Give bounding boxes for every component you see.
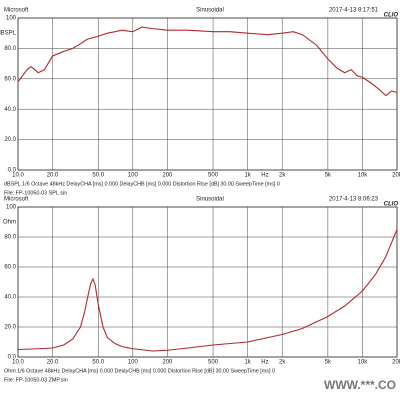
y-tick-label: 40.0 [4, 107, 16, 113]
header-center: Sinusoidal [196, 8, 224, 14]
header-center: Sinusoidal [196, 197, 224, 203]
x-tick-label: 1k [244, 360, 251, 366]
header-right: 2017-4-13 8:06:23 [329, 197, 379, 203]
x-tick-label: 10k [358, 360, 369, 366]
y-tick-label: 100 [6, 16, 17, 22]
brand: CLIO [384, 202, 399, 208]
file-name: File: FP-10050-03 SPL.sin [4, 190, 67, 196]
y-unit: dBSPL [0, 31, 17, 37]
y-tick-label: 20.0 [4, 325, 16, 331]
y-tick-label: 60.0 [4, 76, 16, 82]
x-tick-label: 5k [325, 173, 332, 179]
x-tick-label: 100 [128, 173, 139, 179]
x-tick-label: 1k [244, 173, 251, 179]
footer: Ohm 1/6 Octave 48kHz DelayCHA [ms] 0.000… [4, 368, 275, 374]
brand: CLIO [384, 13, 399, 19]
x-tick-label: 20k [392, 360, 400, 366]
x-tick-label: 500 [208, 360, 219, 366]
y-tick-label: 0.0 [8, 355, 17, 361]
x-tick-label: 2k [279, 173, 286, 179]
y-unit: Ohm [3, 220, 16, 226]
x-tick-label: 2k [279, 360, 286, 366]
y-tick-label: 60.0 [4, 265, 16, 271]
x-unit: Hz [261, 173, 268, 179]
watermark: WWW.***.CO [324, 378, 396, 392]
x-tick-label: 10.0 [12, 173, 24, 179]
header-left: Microsoft [4, 197, 29, 203]
y-tick-label: 20.0 [4, 137, 16, 143]
header-right: 2017-4-13 8:17:51 [329, 8, 379, 14]
curve [17, 229, 398, 352]
y-tick-label: 80.0 [4, 46, 16, 52]
x-tick-label: 100 [128, 360, 139, 366]
x-tick-label: 20.0 [47, 360, 59, 366]
y-tick-label: 40.0 [4, 295, 16, 301]
x-tick-label: 5k [325, 360, 332, 366]
x-tick-label: 20.0 [47, 173, 59, 179]
x-tick-label: 200 [162, 360, 173, 366]
x-tick-label: 200 [162, 173, 173, 179]
x-tick-label: 50.0 [92, 360, 104, 366]
file-name: File: FP-10050-03 ZMP.sin [4, 377, 68, 383]
x-unit: Hz [261, 360, 268, 366]
y-tick-label: 0.0 [8, 168, 17, 174]
header-left: Microsoft [4, 8, 29, 14]
y-tick-label: 80.0 [4, 235, 16, 241]
y-tick-label: 100 [6, 205, 17, 211]
x-tick-label: 50.0 [92, 173, 104, 179]
x-tick-label: 500 [208, 173, 219, 179]
x-tick-label: 10k [358, 173, 369, 179]
footer: dBSPL 1/6 Octave 48kHz DelayCHA [ms] 0.0… [4, 181, 280, 187]
curve [17, 26, 398, 97]
x-tick-label: 10.0 [12, 360, 24, 366]
x-tick-label: 20k [392, 173, 400, 179]
